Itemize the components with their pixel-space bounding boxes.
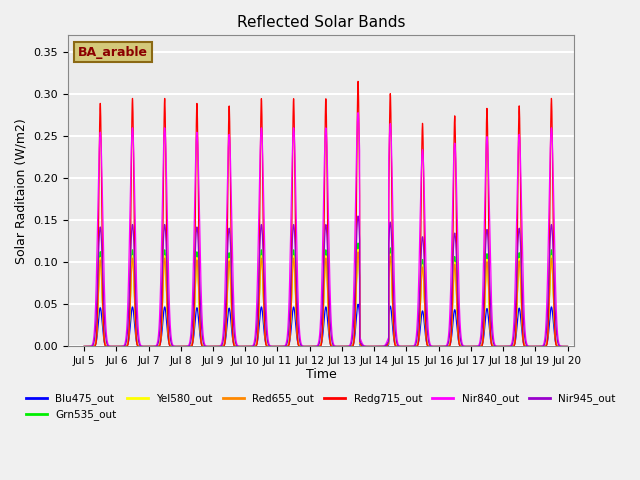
Text: BA_arable: BA_arable	[78, 46, 148, 59]
Nir840_out	[287, 240, 294, 246]
Nir840_out	[554, 336, 562, 342]
Redg715_out	[502, 344, 510, 349]
Grn535_out	[80, 344, 88, 349]
Red655_out	[564, 344, 572, 349]
Line: Yel580_out: Yel580_out	[84, 250, 568, 347]
Yel580_out	[564, 344, 572, 349]
Nir840_out	[354, 110, 362, 116]
Nir840_out	[136, 337, 143, 343]
Blu475_out	[502, 344, 510, 349]
Line: Nir945_out: Nir945_out	[84, 216, 568, 347]
Blu475_out	[266, 344, 273, 349]
Blu475_out	[164, 334, 172, 340]
Grn535_out	[136, 344, 143, 349]
Nir945_out	[266, 343, 273, 349]
Yel580_out	[164, 327, 172, 333]
Grn535_out	[554, 344, 562, 349]
Nir945_out	[136, 341, 143, 347]
Redg715_out	[136, 344, 143, 349]
Blu475_out	[564, 344, 572, 349]
Red655_out	[80, 344, 88, 349]
Grn535_out	[354, 240, 362, 246]
Grn535_out	[564, 344, 572, 349]
Yel580_out	[287, 325, 294, 331]
Yel580_out	[266, 344, 273, 349]
Line: Redg715_out: Redg715_out	[84, 81, 568, 347]
Red655_out	[554, 344, 562, 349]
Nir945_out	[354, 213, 362, 219]
Nir840_out	[80, 344, 88, 349]
Red655_out	[266, 344, 273, 349]
Y-axis label: Solar Raditaion (W/m2): Solar Raditaion (W/m2)	[15, 118, 28, 264]
Redg715_out	[354, 78, 362, 84]
X-axis label: Time: Time	[306, 368, 337, 381]
Nir945_out	[564, 344, 572, 349]
Red655_out	[354, 249, 362, 255]
Yel580_out	[554, 344, 562, 349]
Nir945_out	[554, 341, 562, 347]
Nir840_out	[502, 344, 510, 349]
Red655_out	[287, 323, 294, 328]
Redg715_out	[554, 344, 562, 349]
Blu475_out	[554, 344, 562, 349]
Red655_out	[164, 324, 172, 330]
Grn535_out	[266, 344, 273, 349]
Redg715_out	[287, 320, 294, 326]
Nir945_out	[287, 291, 294, 297]
Nir840_out	[564, 344, 572, 349]
Grn535_out	[164, 325, 172, 331]
Redg715_out	[564, 344, 572, 349]
Line: Red655_out: Red655_out	[84, 252, 568, 347]
Line: Nir840_out: Nir840_out	[84, 113, 568, 347]
Yel580_out	[354, 247, 362, 252]
Legend: Blu475_out, Grn535_out, Yel580_out, Red655_out, Redg715_out, Nir840_out, Nir945_: Blu475_out, Grn535_out, Yel580_out, Red6…	[22, 389, 620, 424]
Line: Blu475_out: Blu475_out	[84, 304, 568, 347]
Blu475_out	[80, 344, 88, 349]
Line: Grn535_out: Grn535_out	[84, 243, 568, 347]
Nir840_out	[266, 342, 273, 348]
Title: Reflected Solar Bands: Reflected Solar Bands	[237, 15, 405, 30]
Grn535_out	[287, 324, 294, 329]
Nir840_out	[164, 245, 172, 251]
Red655_out	[136, 344, 143, 349]
Grn535_out	[502, 344, 510, 349]
Yel580_out	[80, 344, 88, 349]
Redg715_out	[266, 344, 273, 349]
Nir945_out	[164, 294, 172, 300]
Yel580_out	[136, 344, 143, 349]
Yel580_out	[502, 344, 510, 349]
Nir945_out	[80, 344, 88, 349]
Nir945_out	[502, 344, 510, 349]
Redg715_out	[80, 344, 88, 349]
Blu475_out	[287, 333, 294, 339]
Blu475_out	[136, 344, 143, 349]
Blu475_out	[354, 301, 362, 307]
Red655_out	[502, 344, 510, 349]
Redg715_out	[164, 324, 172, 329]
